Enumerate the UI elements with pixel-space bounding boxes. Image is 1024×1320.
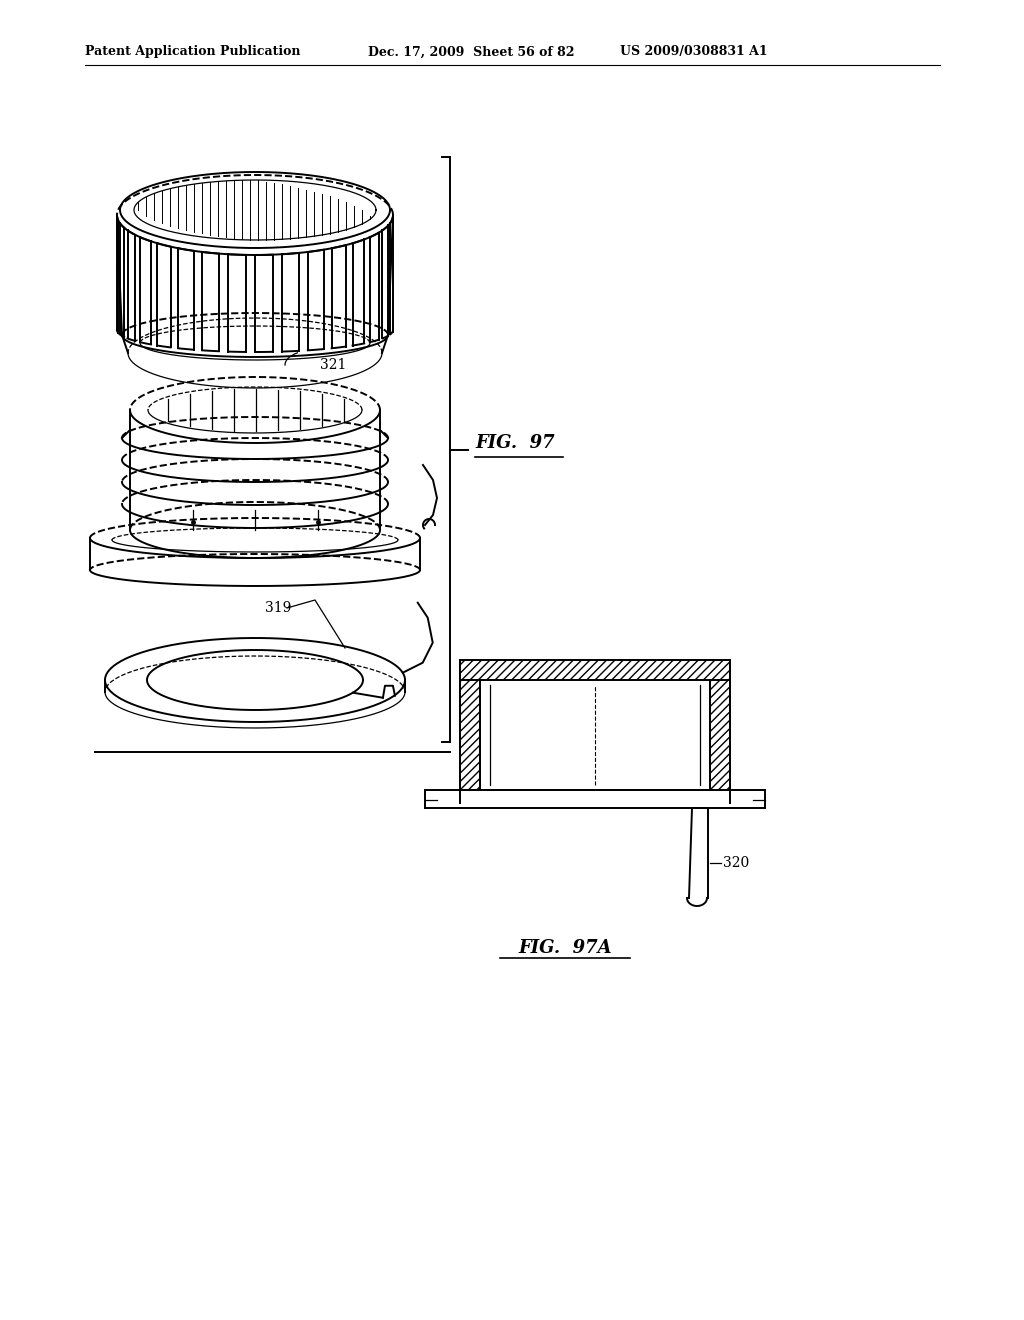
Text: FIG.  97: FIG. 97 xyxy=(475,434,555,453)
Bar xyxy=(460,660,730,680)
Text: 320: 320 xyxy=(723,855,750,870)
Text: 321: 321 xyxy=(319,358,346,372)
Text: US 2009/0308831 A1: US 2009/0308831 A1 xyxy=(620,45,768,58)
Bar xyxy=(710,660,730,789)
Text: Dec. 17, 2009  Sheet 56 of 82: Dec. 17, 2009 Sheet 56 of 82 xyxy=(368,45,574,58)
Text: FIG.  97A: FIG. 97A xyxy=(518,939,611,957)
Bar xyxy=(460,660,480,789)
Text: Patent Application Publication: Patent Application Publication xyxy=(85,45,300,58)
Text: 319: 319 xyxy=(265,601,292,615)
